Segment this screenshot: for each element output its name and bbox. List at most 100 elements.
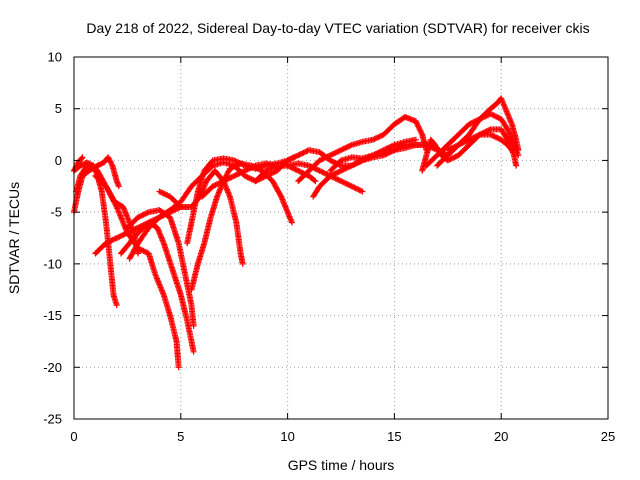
data-point — [338, 167, 344, 174]
data-point — [212, 182, 219, 188]
data-point — [303, 148, 310, 155]
series-arc15 — [295, 114, 430, 185]
data-point — [471, 134, 478, 141]
chart-title: Day 218 of 2022, Sidereal Day-to-day VTE… — [86, 20, 589, 36]
ticks: 0 5 10 15 20 25 -25 -20 -15 -10 -5 0 5 10 — [43, 50, 615, 445]
y-tick-label: -25 — [43, 412, 62, 427]
data-point — [508, 147, 515, 154]
series-arc6 — [92, 172, 182, 371]
data-point — [239, 169, 246, 176]
data-point — [452, 153, 459, 160]
data-point — [277, 192, 284, 199]
series-arc3 — [71, 154, 86, 174]
data-point — [135, 224, 142, 231]
data-point — [448, 155, 455, 162]
data-point — [103, 184, 110, 191]
data-point — [415, 123, 422, 130]
y-tick-label: -5 — [50, 205, 62, 220]
y-tick-label: -15 — [43, 308, 62, 323]
data-point — [107, 158, 114, 165]
data-point — [231, 157, 238, 164]
data-point — [175, 364, 182, 371]
data-point — [359, 188, 366, 195]
data-point — [239, 260, 246, 267]
data-point — [139, 212, 146, 219]
data-point — [105, 238, 112, 245]
data-point — [296, 168, 303, 175]
data-point — [346, 163, 352, 170]
data-point — [338, 178, 344, 185]
x-tick-label: 10 — [280, 429, 294, 444]
data-point — [387, 143, 394, 150]
data-point — [515, 152, 522, 159]
data-point — [113, 302, 120, 309]
data-point — [494, 114, 501, 121]
y-axis-label: SDTVAR / TECUs — [6, 182, 22, 294]
data-points — [71, 95, 522, 371]
y-tick-label: -20 — [43, 360, 62, 375]
data-point — [120, 231, 127, 238]
data-point — [383, 145, 390, 152]
data-point — [135, 250, 142, 257]
series-arc7 — [118, 219, 197, 355]
data-point — [515, 147, 522, 154]
data-point — [383, 151, 390, 157]
x-tick-label: 25 — [601, 429, 615, 444]
data-point — [233, 162, 240, 169]
data-point — [241, 167, 248, 174]
x-tick-label: 15 — [387, 429, 401, 444]
x-tick-label: 20 — [494, 429, 508, 444]
data-point — [288, 155, 295, 162]
data-point — [330, 171, 336, 178]
data-point — [323, 171, 330, 177]
data-point — [107, 191, 114, 198]
x-tick-label: 0 — [70, 429, 77, 444]
data-point — [490, 112, 497, 119]
data-point — [459, 140, 466, 146]
data-point — [414, 120, 420, 127]
data-point — [265, 166, 272, 173]
data-point — [312, 178, 319, 185]
data-point — [78, 155, 85, 162]
data-point — [352, 185, 359, 192]
data-point — [241, 172, 248, 179]
data-point — [143, 249, 150, 256]
data-point — [227, 174, 234, 181]
x-tick-label: 5 — [177, 429, 184, 444]
data-point — [292, 153, 299, 160]
data-point — [467, 136, 474, 143]
data-point — [508, 146, 514, 153]
data-point — [467, 120, 474, 127]
y-tick-label: 10 — [48, 50, 62, 65]
data-point — [315, 167, 322, 174]
data-point — [311, 177, 318, 184]
series-arc21 — [444, 131, 515, 154]
data-point — [268, 165, 275, 172]
data-point — [390, 142, 397, 149]
y-tick-label: 0 — [55, 153, 62, 168]
plot-frame — [73, 56, 609, 420]
data-point — [190, 322, 197, 329]
data-point — [288, 219, 295, 226]
y-tick-label: -10 — [43, 256, 62, 271]
data-point — [338, 147, 344, 154]
data-point — [372, 151, 379, 157]
data-point — [249, 163, 256, 170]
data-point — [115, 183, 122, 190]
series-arc17 — [327, 136, 419, 174]
data-point — [330, 158, 336, 165]
data-point — [412, 136, 419, 143]
data-point — [456, 141, 463, 148]
data-point — [444, 147, 451, 154]
data-point — [79, 154, 86, 161]
x-axis-label: GPS time / hours — [288, 457, 395, 473]
grid — [74, 57, 608, 419]
data-point — [513, 162, 520, 169]
data-point — [190, 348, 197, 355]
data-point — [330, 151, 336, 157]
data-point — [219, 178, 226, 185]
data-point — [352, 160, 359, 167]
data-point — [268, 170, 275, 177]
y-tick-label: 5 — [55, 101, 62, 116]
